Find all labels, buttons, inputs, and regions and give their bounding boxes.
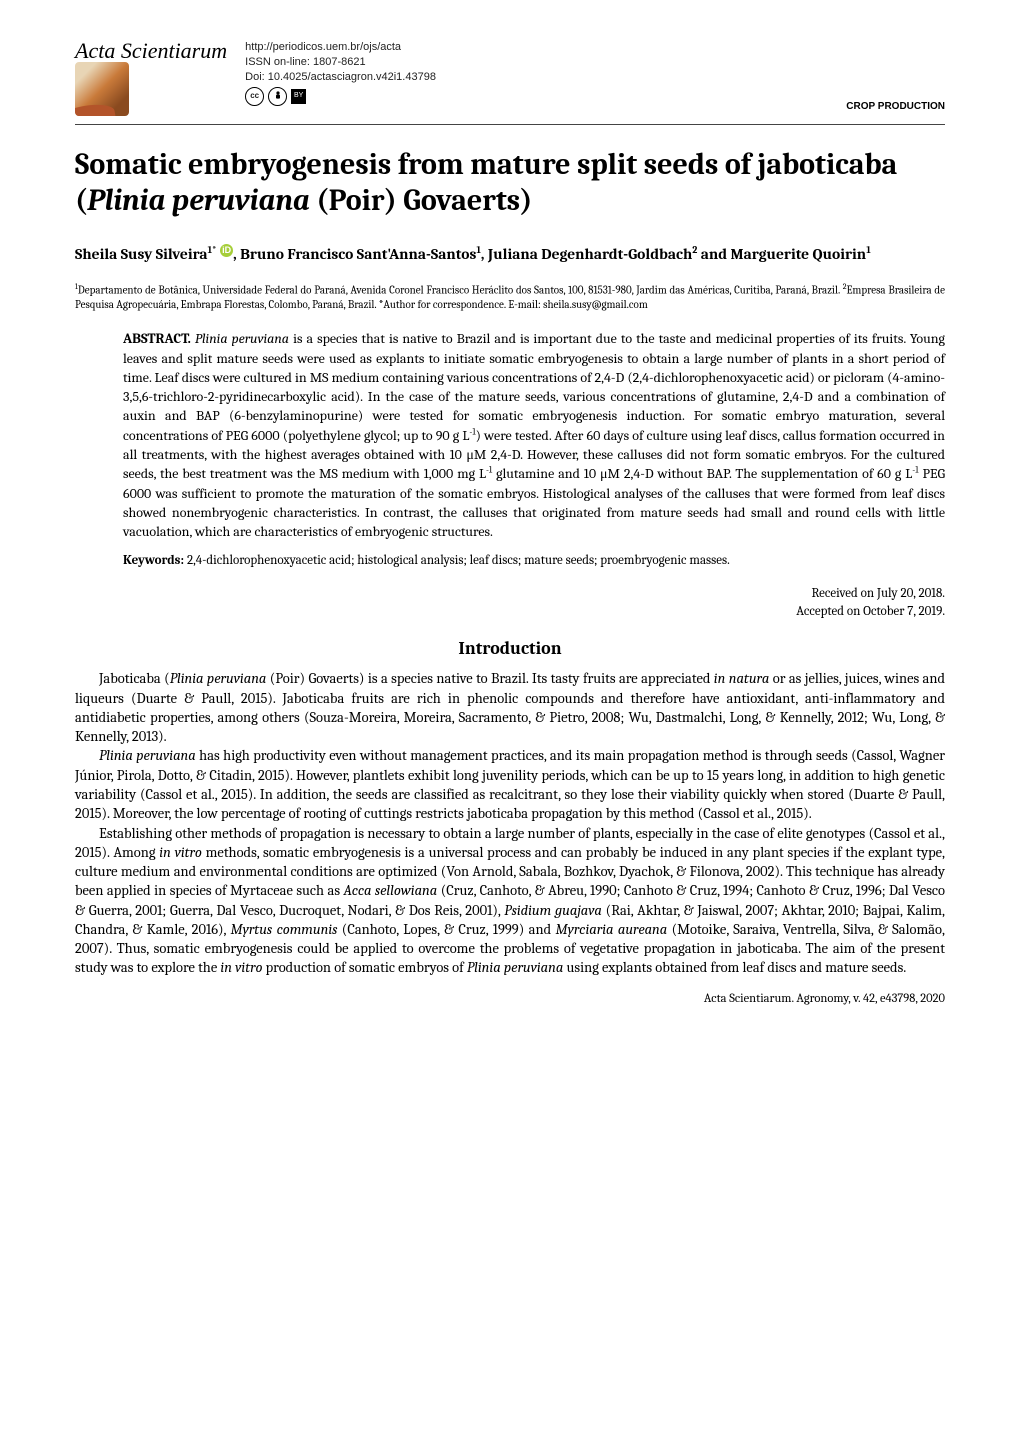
accepted-date: Accepted on October 7, 2019.: [75, 603, 945, 621]
orcid-icon: iD: [220, 244, 233, 257]
author-3: , Juliana Degenhardt-Goldbach: [481, 245, 692, 263]
p3-latin6: in vitro: [220, 959, 262, 976]
aff-1-text: Departamento de Botânica, Universidade F…: [78, 284, 843, 297]
title-species: Plinia peruviana: [87, 183, 310, 218]
journal-meta: http://periodicos.uem.br/ojs/acta ISSN o…: [245, 40, 846, 106]
authors-and: and: [697, 245, 730, 263]
received-date: Received on July 20, 2018.: [75, 585, 945, 603]
keywords-text: 2,4-dichlorophenoxyacetic acid; histolog…: [184, 553, 730, 568]
license-badges: cc BY: [245, 87, 306, 106]
introduction-body: Jaboticaba (Plinia peruviana (Poir) Gova…: [75, 669, 945, 978]
article-title: Somatic embryogenesis from mature split …: [75, 147, 945, 219]
title-post: (Poir) Govaerts): [310, 183, 533, 218]
affiliations: 1Departamento de Botânica, Universidade …: [75, 282, 945, 313]
p2-latin1: Plinia peruviana: [99, 747, 196, 764]
keywords-label: Keywords:: [123, 553, 184, 568]
journal-url: http://periodicos.uem.br/ojs/acta: [245, 40, 846, 55]
journal-logo-icon: [75, 62, 129, 116]
abstract: ABSTRACT. Plinia peruviana is a species …: [123, 329, 945, 541]
intro-para-2: Plinia peruviana has high productivity e…: [75, 746, 945, 823]
p3-e: (Canhoto, Lopes, & Cruz, 1999) and: [337, 921, 555, 938]
journal-logo-block: Acta Scientiarum: [75, 40, 233, 116]
p3-g: production of somatic embryos of: [262, 959, 466, 976]
p2-a: has high productivity even without manag…: [75, 747, 945, 822]
journal-doi: Doi: 10.4025/actasciagron.v42i1.43798: [245, 70, 846, 85]
section-label: CROP PRODUCTION: [846, 101, 945, 116]
intro-para-1: Jaboticaba (Plinia peruviana (Poir) Gova…: [75, 669, 945, 746]
p1-b: (Poir) Govaerts) is a species native to …: [266, 670, 713, 687]
keywords: Keywords: 2,4-dichlorophenoxyacetic acid…: [123, 552, 945, 570]
abstract-body-3: glutamine and 10 μM 2,4-D without BAP. T…: [492, 465, 912, 482]
author-1-aff: 1*: [208, 244, 217, 256]
authors-line: Sheila Susy Silveira1* iD, Bruno Francis…: [75, 243, 945, 266]
header: Acta Scientiarum http://periodicos.uem.b…: [75, 40, 945, 125]
p1-latin2: in natura: [714, 670, 770, 687]
intro-para-3: Establishing other methods of propagatio…: [75, 824, 945, 978]
cc-icon: cc: [245, 87, 264, 106]
p3-latin5: Myrciaria aureana: [556, 921, 668, 938]
p3-latin7: Plinia peruviana: [467, 959, 563, 976]
p3-latin2: Acca sellowiana: [344, 882, 438, 899]
journal-name: Acta Scientiarum: [75, 40, 227, 62]
p3-latin1: in vitro: [159, 844, 202, 861]
by-icon: BY: [291, 89, 306, 104]
p1-a: Jaboticaba (: [99, 670, 170, 687]
abstract-label: ABSTRACT.: [123, 330, 191, 347]
p3-latin3: Psidium guajava: [504, 902, 602, 919]
page-footer: Acta Scientiarum. Agronomy, v. 42, e4379…: [75, 992, 945, 1006]
author-4: Marguerite Quoirin: [731, 245, 867, 263]
author-1: Sheila Susy Silveira: [75, 245, 208, 263]
author-2: , Bruno Francisco Sant'Anna-Santos: [233, 245, 476, 263]
introduction-heading: Introduction: [75, 638, 945, 659]
journal-issn: ISSN on-line: 1807-8621: [245, 55, 846, 70]
abstract-species: Plinia peruviana: [195, 330, 289, 347]
p1-latin1: Plinia peruviana: [170, 670, 267, 687]
cc-person-icon: [268, 87, 287, 106]
article-dates: Received on July 20, 2018. Accepted on O…: [75, 585, 945, 620]
author-4-aff: 1: [866, 244, 871, 256]
p3-h: using explants obtained from leaf discs …: [563, 959, 906, 976]
p3-latin4: Myrtus communis: [230, 921, 337, 938]
